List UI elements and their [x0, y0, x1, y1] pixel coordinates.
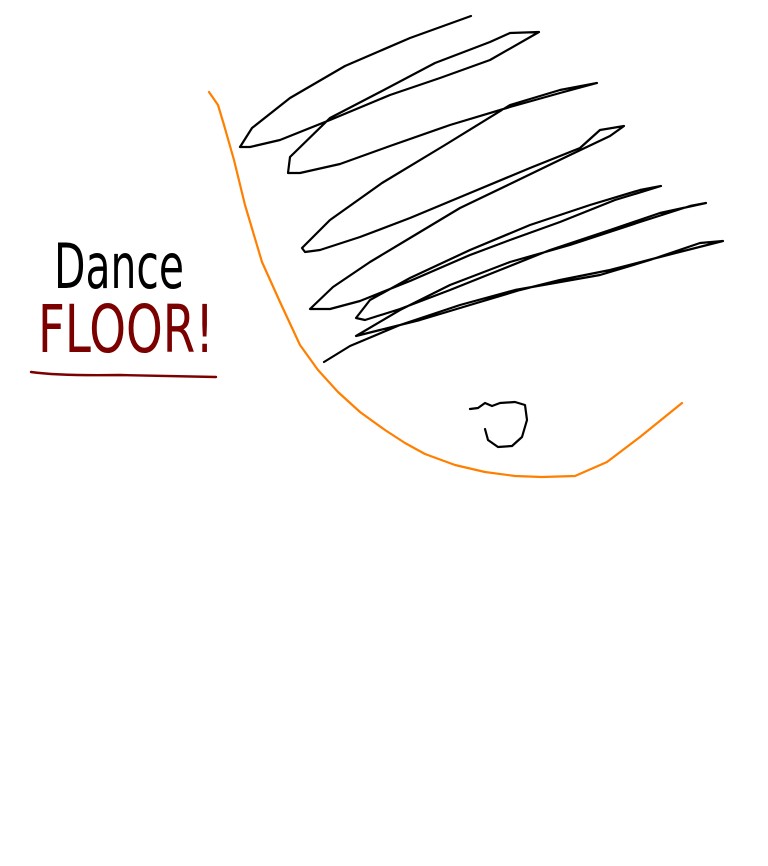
- underline-stroke: [29, 370, 218, 379]
- label-dance: Dance: [54, 230, 184, 303]
- black-scribble-stroke: [238, 14, 725, 364]
- orange-outline-stroke: [207, 90, 684, 479]
- mouth-stroke: [468, 400, 529, 449]
- label-floor: FLOOR!: [38, 291, 214, 368]
